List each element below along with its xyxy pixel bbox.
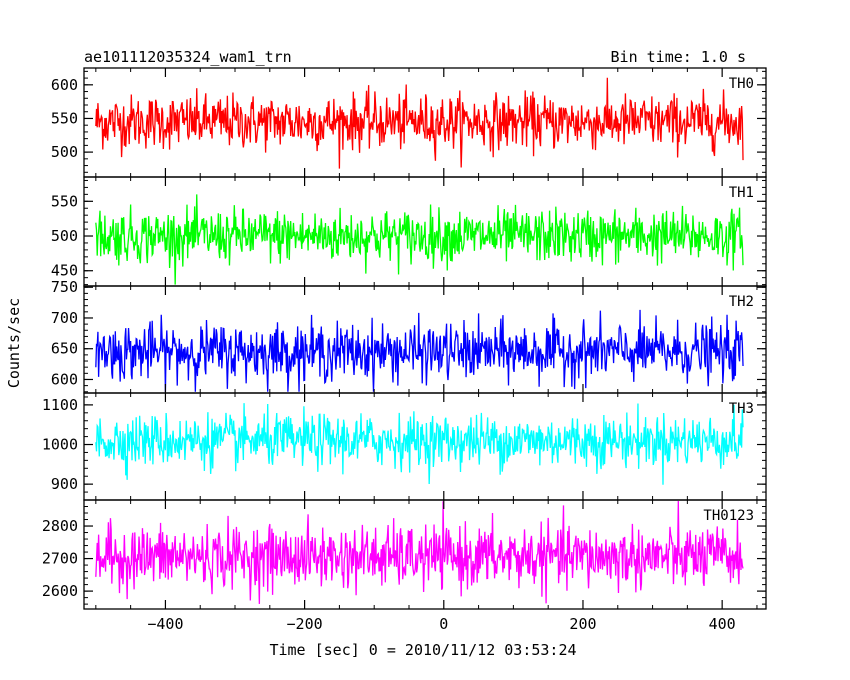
- y-tick-label: 500: [51, 143, 78, 161]
- panel-label-th0123: TH0123: [703, 508, 754, 524]
- panels-group: 500 550 600 TH0 450 500 550 TH1 600 650 700 750 TH2 9…: [42, 67, 767, 610]
- x-axis: −400 −200 0 200 400: [147, 615, 735, 633]
- series-line-th2: [95, 309, 744, 392]
- panel-th0: 500 550 600 TH0: [51, 67, 767, 178]
- panel-th2: 600 650 700 750 TH2: [51, 278, 767, 394]
- x-tick-label: −200: [287, 615, 323, 633]
- y-tick-label: 2600: [42, 582, 78, 600]
- y-tick-label: 700: [51, 309, 78, 327]
- y-tick-label: 650: [51, 340, 78, 358]
- y-tick-label: 750: [51, 278, 78, 296]
- panel-th3: 900 1000 1100 TH3: [42, 392, 767, 501]
- series-line-th0123: [95, 500, 744, 604]
- y-tick-label: 1000: [42, 436, 78, 454]
- panel-label-th2: TH2: [729, 294, 754, 310]
- series-line-th1: [95, 194, 744, 285]
- y-tick-label: 500: [51, 227, 78, 245]
- x-axis-label: Time [sec] 0 = 2010/11/12 03:53:24: [269, 641, 576, 659]
- y-tick-label: 550: [51, 109, 78, 127]
- y-tick-label: 2700: [42, 550, 78, 568]
- panel-th0123: 2600 2700 2800 TH0123: [42, 499, 767, 610]
- chart-title: ae101112035324_wam1_trn: [84, 48, 292, 66]
- y-tick-label: 600: [51, 370, 78, 388]
- y-axis-label: Counts/sec: [5, 298, 23, 388]
- y-tick-label: 550: [51, 192, 78, 210]
- x-tick-label: 200: [569, 615, 596, 633]
- panel-label-th3: TH3: [729, 401, 754, 417]
- panel-th1: 450 500 550 TH1: [51, 176, 767, 287]
- x-tick-label: 400: [709, 615, 736, 633]
- y-tick-label: 900: [51, 475, 78, 493]
- y-tick-label: 450: [51, 262, 78, 280]
- x-tick-label: −400: [147, 615, 183, 633]
- y-tick-label: 1100: [42, 396, 78, 414]
- x-tick-label: 0: [439, 615, 448, 633]
- panel-label-th1: TH1: [729, 185, 754, 201]
- bin-time-label: Bin time: 1.0 s: [611, 48, 746, 66]
- series-line-th0: [95, 77, 744, 169]
- panel-label-th0: TH0: [729, 76, 754, 92]
- y-tick-label: 2800: [42, 517, 78, 535]
- series-line-th3: [95, 403, 744, 485]
- panel-frame: [83, 499, 767, 610]
- y-tick-label: 600: [51, 76, 78, 94]
